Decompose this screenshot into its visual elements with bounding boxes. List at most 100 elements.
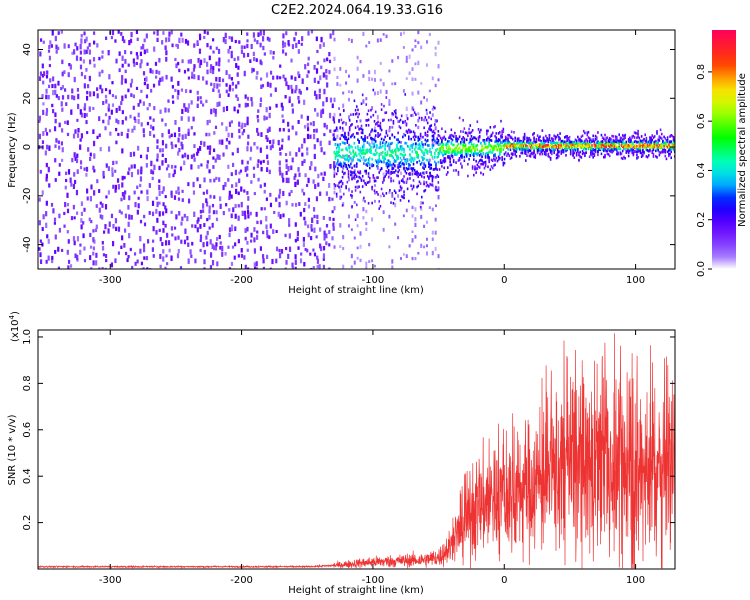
spectrogram-cell [350, 253, 353, 259]
spectrogram-cell [458, 151, 461, 154]
spectrogram-cell [180, 239, 183, 244]
spectrogram-cell [579, 140, 581, 144]
spectrogram-cell [484, 160, 487, 164]
spectrogram-cell [348, 146, 351, 150]
spectrogram-cell [38, 133, 41, 140]
spectrogram-cell [370, 148, 372, 152]
spectrogram-cell [340, 118, 343, 122]
spectrogram-cell [235, 94, 238, 98]
spectrogram-cell [347, 159, 350, 163]
spectrogram-cell [269, 70, 273, 75]
spectrogram-cell [433, 131, 436, 135]
spectrogram-cell [288, 192, 291, 197]
spectrogram-cell [567, 142, 570, 146]
spectrogram-cell [165, 167, 169, 171]
spectrogram-cell [236, 97, 239, 102]
spectrogram-cell [350, 193, 352, 197]
spectrogram-cell [143, 38, 146, 43]
spectrogram-cell [304, 173, 307, 178]
spectrogram-cell [189, 89, 192, 94]
spectrogram-cell [227, 178, 230, 182]
spectrogram-cell [41, 63, 44, 69]
spectrogram-cell [420, 82, 423, 85]
spectrogram-cell [587, 142, 590, 146]
spectrogram-cell [76, 169, 79, 175]
spectrogram-cell [568, 147, 571, 151]
spectrogram-cell [180, 221, 183, 226]
spectrogram-cell [390, 118, 392, 122]
spectrogram-cell [569, 140, 572, 144]
spectrogram-cell [260, 166, 263, 172]
spectrogram-cell [326, 57, 329, 62]
spectrogram-cell [368, 133, 371, 136]
spectrogram-cell [434, 83, 437, 88]
spectrogram-cell [649, 149, 651, 153]
spectrogram-cell [279, 152, 282, 156]
spectrogram-cell [381, 118, 384, 122]
spectrogram-cell [608, 142, 611, 146]
spectrogram-cell [539, 135, 541, 139]
spectrogram-cell [560, 139, 563, 143]
spectrogram-cell [339, 83, 342, 87]
spectrogram-cell [284, 52, 288, 56]
spectrogram-cell [42, 131, 45, 136]
spectrogram-cell [553, 148, 555, 151]
spectrogram-cell [607, 139, 610, 143]
spectrogram-cell [137, 145, 140, 151]
spectrogram-cell [432, 175, 435, 179]
spectrogram-cell [428, 206, 431, 210]
spectrogram-cell [287, 135, 290, 141]
spectrogram-cell [414, 235, 417, 239]
spectrogram-cell [104, 126, 107, 131]
spectrogram-cell [342, 91, 345, 95]
spectrogram-y-axis-label: Frequency (Hz) [7, 112, 18, 188]
spectrogram-cell [187, 59, 190, 64]
spectrogram-cell [156, 30, 159, 36]
spectrogram-cell [165, 254, 168, 258]
spectrogram-cell [456, 138, 459, 141]
spectrogram-cell [140, 166, 143, 172]
spectrogram-cell [390, 163, 392, 167]
spectrogram-cell [208, 55, 211, 61]
spectrogram-cell [420, 135, 423, 140]
spectrogram-cell [319, 191, 322, 196]
spectrogram-cell [382, 33, 385, 36]
spectrogram-cell [430, 128, 433, 132]
spectrogram-cell [428, 126, 431, 130]
spectrogram-cell [564, 136, 566, 139]
snr-x-tick-label: -200 [230, 575, 253, 586]
spectrogram-cell [337, 143, 339, 147]
spectrogram-cell [399, 118, 402, 122]
spectrogram-cell [624, 147, 626, 151]
spectrogram-cell [154, 75, 158, 79]
spectrogram-cell [86, 90, 89, 95]
spectrogram-cell [672, 147, 675, 151]
spectrogram-cell [478, 150, 481, 153]
spectrogram-cell [434, 217, 437, 222]
spectrogram-cell [297, 40, 300, 45]
spectrogram-cell [246, 43, 249, 49]
spectrogram-cell [333, 56, 336, 62]
spectrogram-cell [368, 166, 371, 170]
spectrogram-cell [397, 120, 400, 123]
spectrogram-cell [192, 153, 196, 158]
spectrogram-cell [411, 143, 414, 147]
spectrogram-cell [294, 238, 297, 243]
spectrogram-cell [425, 158, 428, 162]
spectrogram-cell [547, 143, 550, 147]
spectrogram-cell [74, 129, 77, 134]
spectrogram-cell [199, 239, 202, 243]
spectrogram-cell [64, 201, 67, 208]
spectrogram-cell [156, 145, 159, 149]
spectrogram-cell [234, 39, 237, 44]
spectrogram-cell [301, 188, 304, 193]
spectrogram-cell [433, 139, 436, 143]
spectrogram-cell [361, 131, 364, 135]
spectrogram-cell [353, 260, 356, 265]
spectrogram-cell [422, 158, 424, 162]
spectrogram-cell [65, 102, 68, 106]
spectrogram-cell [212, 38, 215, 42]
spectrogram-cell [251, 67, 254, 74]
spectrogram-cell [520, 146, 522, 150]
spectrogram-cell [590, 148, 592, 152]
